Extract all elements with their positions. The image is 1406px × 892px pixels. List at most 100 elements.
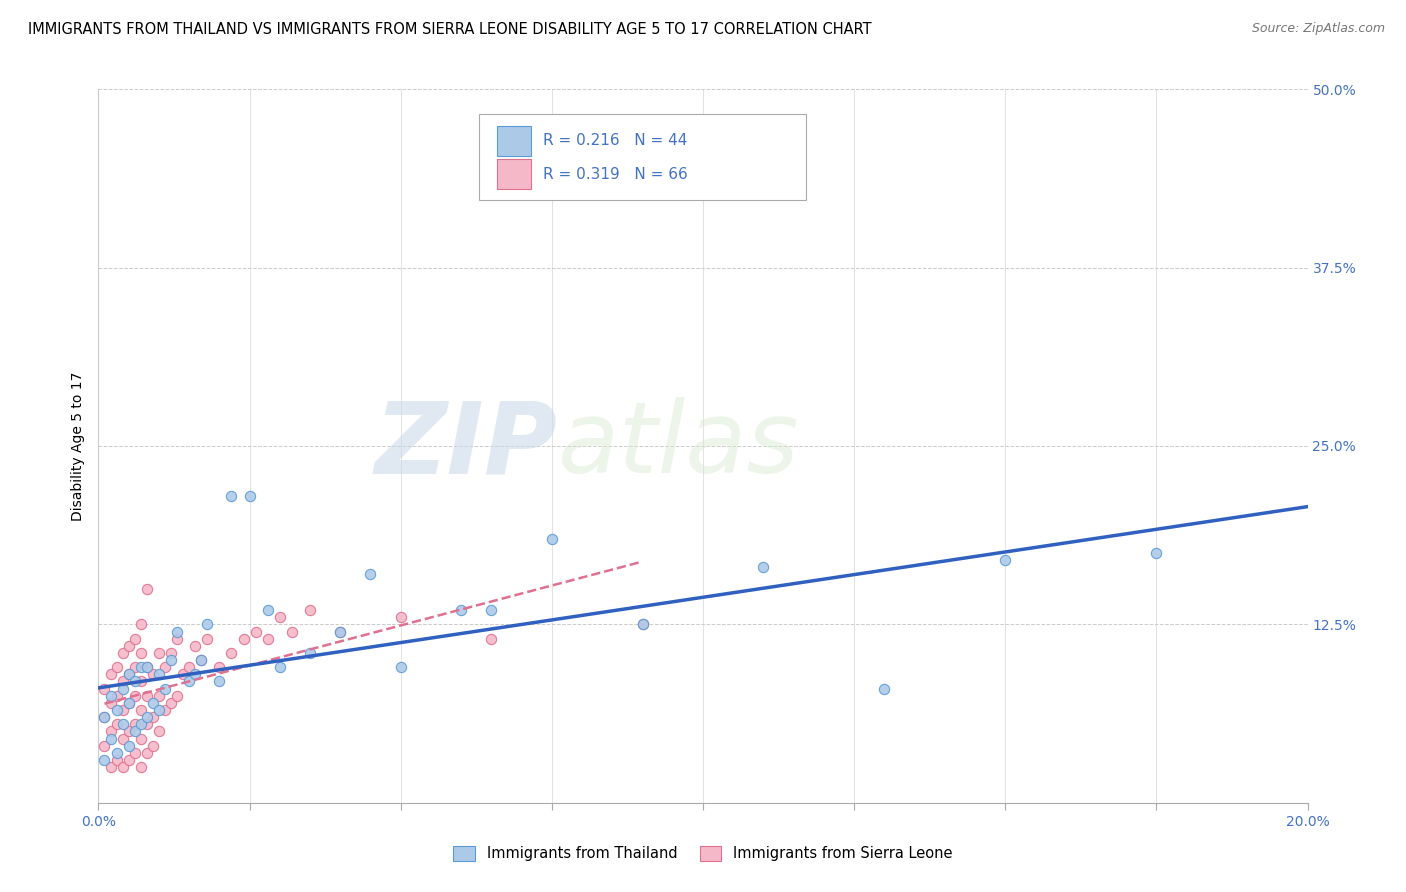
Point [111,731,134,746]
Legend: Immigrants from Thailand, Immigrants from Sierra Leone: Immigrants from Thailand, Immigrants fro… [447,839,959,867]
Point [129,760,152,774]
Point [1144,546,1167,560]
Point [124,660,146,674]
Point [135,660,157,674]
Point [631,617,654,632]
Point [166,632,188,646]
Point [111,674,134,689]
Point [105,753,128,767]
Point [179,660,201,674]
Point [124,724,146,739]
Point [100,667,122,681]
Point [269,660,291,674]
Bar [498,126,531,155]
Point [179,674,201,689]
Point [148,667,170,681]
Point [256,603,278,617]
Point [142,696,165,710]
Point [105,717,128,731]
Point [481,603,503,617]
Point [166,689,188,703]
Point [148,724,170,739]
Point [111,681,134,696]
Point [166,624,188,639]
Point [118,667,141,681]
Point [142,739,165,753]
Point [135,717,157,731]
Point [148,646,170,660]
Point [281,624,304,639]
Point [129,646,152,660]
Point [129,617,152,632]
Point [153,660,176,674]
Point [208,660,231,674]
Bar [498,159,531,189]
Point [160,653,183,667]
Text: ZIP: ZIP [375,398,558,494]
Point [124,717,146,731]
Point [135,582,157,596]
Point [153,703,176,717]
Point [100,760,122,774]
Point [329,624,352,639]
Point [221,489,243,503]
Point [129,717,152,731]
Point [100,696,122,710]
Point [93,710,115,724]
Text: IMMIGRANTS FROM THAILAND VS IMMIGRANTS FROM SIERRA LEONE DISABILITY AGE 5 TO 17 : IMMIGRANTS FROM THAILAND VS IMMIGRANTS F… [28,22,872,37]
Point [124,632,146,646]
Point [118,667,141,681]
Text: R = 0.319   N = 66: R = 0.319 N = 66 [543,167,688,182]
Point [105,746,128,760]
Point [142,667,165,681]
Point [481,632,503,646]
Point [111,760,134,774]
Point [118,696,141,710]
Point [129,731,152,746]
Point [93,739,115,753]
Point [994,553,1017,567]
Point [93,681,115,696]
Point [540,532,562,546]
Point [118,696,141,710]
Point [208,674,231,689]
Text: atlas: atlas [558,398,800,494]
Point [135,746,157,760]
Point [93,710,115,724]
Point [111,717,134,731]
Point [100,724,122,739]
Point [105,660,128,674]
Point [129,660,152,674]
FancyBboxPatch shape [479,114,806,200]
Point [142,710,165,724]
Point [118,739,141,753]
Point [135,660,157,674]
Point [124,689,146,703]
Point [190,653,212,667]
Point [118,639,141,653]
Point [256,632,278,646]
Point [195,617,218,632]
Point [389,610,412,624]
Point [129,674,152,689]
Point [160,646,183,660]
Point [153,681,176,696]
Point [135,689,157,703]
Y-axis label: Disability Age 5 to 17: Disability Age 5 to 17 [72,371,86,521]
Point [360,567,382,582]
Point [239,489,262,503]
Point [111,703,134,717]
Point [269,610,291,624]
Point [135,710,157,724]
Point [124,674,146,689]
Point [172,667,194,681]
Point [873,681,896,696]
Point [450,603,472,617]
Text: R = 0.216   N = 44: R = 0.216 N = 44 [543,133,688,148]
Point [118,753,141,767]
Text: Source: ZipAtlas.com: Source: ZipAtlas.com [1251,22,1385,36]
Point [111,646,134,660]
Point [245,624,267,639]
Point [221,646,243,660]
Point [129,703,152,717]
